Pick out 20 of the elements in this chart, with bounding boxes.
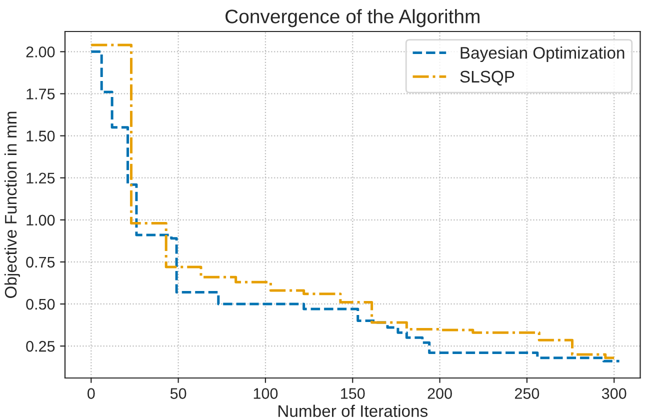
y-tick-label: 1.50	[26, 130, 55, 142]
x-tick-label: 300	[602, 388, 626, 399]
y-tick-label: 1.00	[26, 214, 55, 226]
y-tick-label: 0.25	[26, 340, 55, 352]
legend-label: SLSQP	[460, 70, 514, 86]
x-tick-label: 100	[254, 388, 278, 399]
x-tick-label: 0	[87, 388, 95, 399]
y-tick-label: 0.50	[26, 298, 55, 310]
x-tick-label: 250	[514, 388, 540, 399]
y-tick-label: 1.25	[26, 172, 55, 184]
x-tick-label: 200	[428, 388, 452, 399]
x-tick-label: 150	[341, 388, 365, 399]
y-tick-label: 2.00	[26, 46, 55, 58]
y-tick-label: 1.75	[26, 88, 55, 100]
x-axis-title: Number of Iterations	[278, 404, 428, 417]
legend-label: Bayesian Optimization	[460, 46, 624, 62]
chart-title: Convergence of the Algorithm	[226, 9, 480, 28]
y-tick-label: 0.75	[26, 256, 55, 268]
x-tick-label: 50	[170, 388, 186, 399]
y-axis-title: Objective Function in mm	[4, 112, 20, 298]
